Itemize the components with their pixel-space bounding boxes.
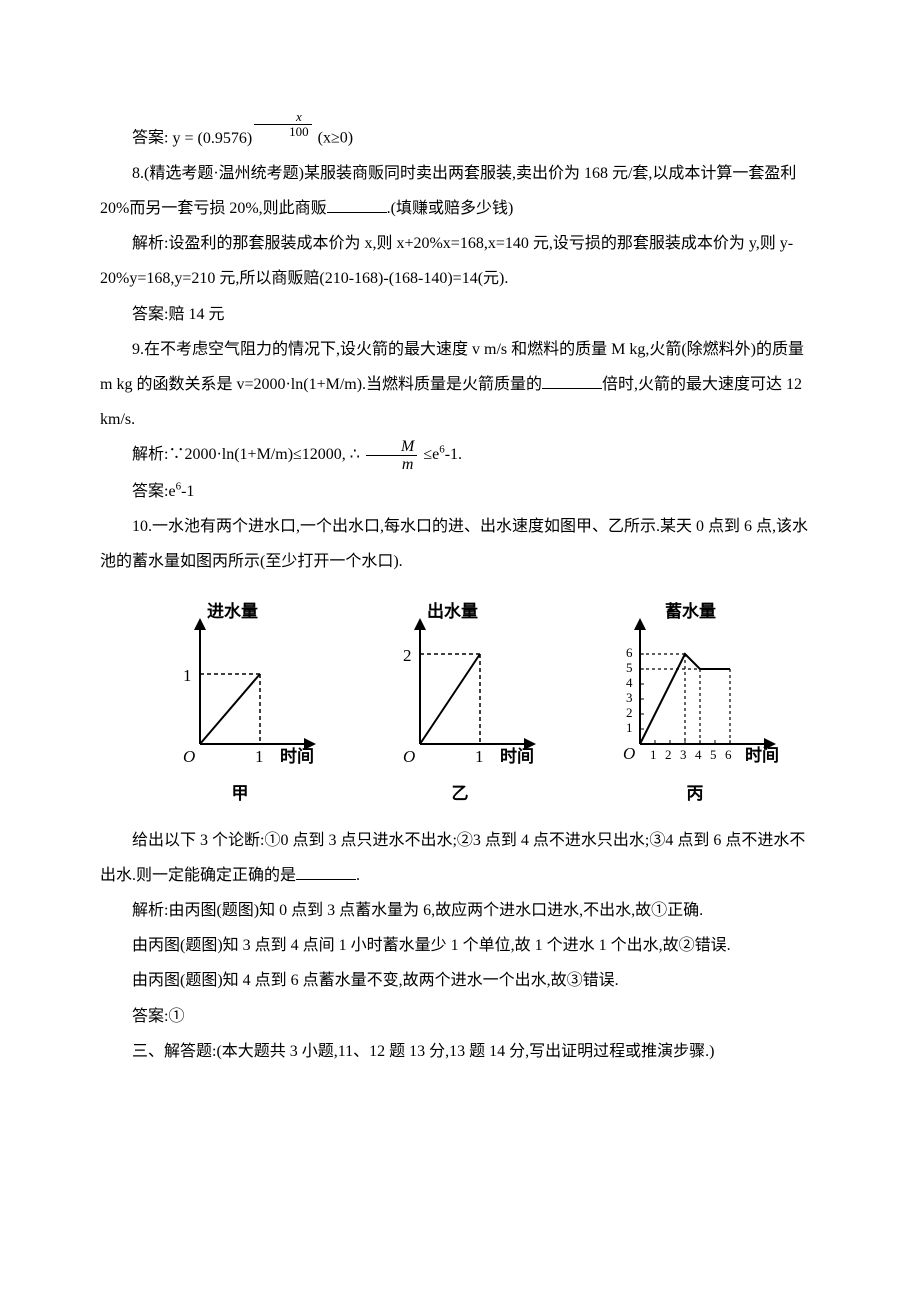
question-9: 9.在不考虑空气阻力的情况下,设火箭的最大速度 v m/s 和燃料的质量 M k… — [100, 332, 820, 438]
caption-bing: 丙 — [687, 775, 704, 812]
answer-8: 答案:赔 14 元 — [100, 297, 820, 332]
ans7-formula: y = (0.9576)x100 — [172, 130, 317, 147]
solution-9: 解析:∵2000·ln(1+M/m)≤12000, ∴ M m ≤e6-1. — [100, 437, 820, 473]
blank-q10 — [296, 863, 356, 880]
blank-q8 — [327, 196, 387, 213]
figure-jia: 进水量 1 1 O 时间 甲 — [155, 599, 325, 812]
frac-M-m: M m — [366, 438, 417, 474]
solution-10-2: 由丙图(题图)知 3 点到 4 点间 1 小时蓄水量少 1 个单位,故 1 个进… — [100, 928, 820, 963]
svg-text:6: 6 — [725, 747, 732, 762]
svg-text:时间: 时间 — [745, 745, 779, 765]
svg-text:时间: 时间 — [500, 746, 534, 766]
chart-bing: 蓄水量 1 2 3 4 5 6 1 2 3 4 5 6 — [595, 599, 795, 769]
answer-9: 答案:e6-1 — [100, 474, 820, 509]
svg-text:O: O — [623, 744, 635, 763]
svg-text:O: O — [403, 747, 415, 766]
svg-text:2: 2 — [665, 747, 672, 762]
ans7-prefix: 答案: — [132, 130, 172, 147]
caption-jia: 甲 — [232, 775, 249, 812]
svg-text:4: 4 — [695, 747, 702, 762]
caption-yi: 乙 — [452, 775, 469, 812]
chart-yi: 出水量 2 1 O 时间 — [375, 599, 545, 769]
solution-10-3: 由丙图(题图)知 4 点到 6 点蓄水量不变,故两个进水一个出水,故③错误. — [100, 963, 820, 998]
chart-jia: 进水量 1 1 O 时间 — [155, 599, 325, 769]
svg-text:6: 6 — [626, 645, 633, 660]
figure-yi: 出水量 2 1 O 时间 乙 — [375, 599, 545, 812]
ans7-suffix: (x≥0) — [318, 130, 353, 147]
answer-10: 答案:① — [100, 999, 820, 1034]
svg-text:出水量: 出水量 — [427, 601, 478, 621]
svg-text:O: O — [183, 747, 195, 766]
svg-text:1: 1 — [255, 747, 264, 766]
svg-text:5: 5 — [710, 747, 717, 762]
svg-text:3: 3 — [680, 747, 687, 762]
blank-q9 — [542, 372, 602, 389]
svg-text:1: 1 — [183, 666, 192, 685]
answer-7: 答案: y = (0.9576)x100 (x≥0) — [100, 110, 820, 156]
solution-8: 解析:设盈利的那套服装成本价为 x,则 x+20%x=168,x=140 元,设… — [100, 226, 820, 296]
question-10b: 给出以下 3 个论断:①0 点到 3 点只进水不出水;②3 点到 4 点不进水只… — [100, 823, 820, 893]
figure-bing: 蓄水量 1 2 3 4 5 6 1 2 3 4 5 6 — [595, 599, 795, 812]
svg-text:2: 2 — [626, 705, 633, 720]
figure-row: 进水量 1 1 O 时间 甲 — [130, 599, 820, 812]
section-3-header: 三、解答题:(本大题共 3 小题,11、12 题 13 分,13 题 14 分,… — [100, 1034, 820, 1069]
svg-text:3: 3 — [626, 690, 633, 705]
question-8: 8.(精选考题·温州统考题)某服装商贩同时卖出两套服装,卖出价为 168 元/套… — [100, 156, 820, 226]
solution-10-1: 解析:由丙图(题图)知 0 点到 3 点蓄水量为 6,故应两个进水口进水,不出水… — [100, 893, 820, 928]
svg-text:进水量: 进水量 — [207, 601, 258, 621]
svg-text:1: 1 — [626, 720, 633, 735]
svg-text:1: 1 — [475, 747, 484, 766]
svg-text:时间: 时间 — [280, 746, 314, 766]
svg-text:蓄水量: 蓄水量 — [665, 601, 716, 621]
svg-text:4: 4 — [626, 675, 633, 690]
svg-text:5: 5 — [626, 660, 633, 675]
svg-text:1: 1 — [650, 747, 657, 762]
question-10: 10.一水池有两个进水口,一个出水口,每水口的进、出水速度如图甲、乙所示.某天 … — [100, 509, 820, 579]
svg-text:2: 2 — [403, 646, 412, 665]
